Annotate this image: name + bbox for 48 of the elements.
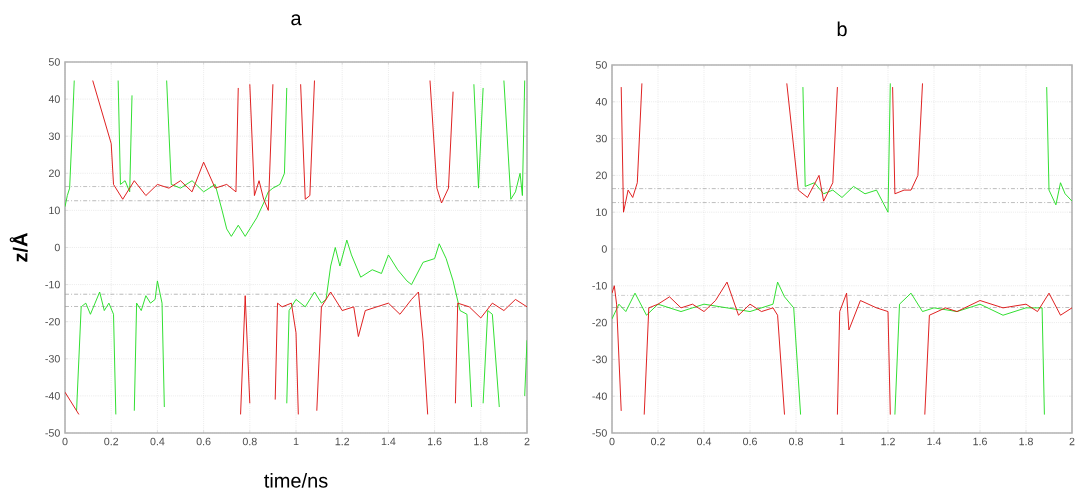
y-tick-label: 50 [48, 58, 60, 66]
x-tick-label: 0.8 [242, 437, 257, 446]
x-tick-label: 0.6 [196, 437, 211, 446]
y-axis-title: z/Å [9, 233, 28, 262]
x-tick-label: 0.4 [150, 437, 165, 446]
x-tick-label: 2 [524, 437, 530, 446]
x-tick-label: 1.4 [927, 437, 942, 446]
y-tick-label: -10 [592, 282, 607, 290]
y-tick-label: 20 [595, 171, 607, 180]
x-tick-label: 0.2 [104, 437, 119, 446]
chart-title: b [837, 21, 847, 37]
y-tick-label: 10 [596, 208, 607, 216]
x-tick-label: 1 [839, 437, 845, 446]
chart-title: a [291, 14, 302, 26]
y-tick-label: -50 [45, 429, 60, 437]
x-tick-label: 1.6 [973, 437, 987, 446]
y-tick-label: 0 [54, 243, 60, 252]
x-tick-label: 0 [62, 437, 68, 446]
x-tick-label: 1.8 [474, 437, 488, 446]
y-tick-label: -20 [45, 317, 60, 326]
x-tick-label: 0.8 [789, 437, 803, 446]
y-tick-label: -30 [45, 355, 60, 363]
y-tick-label: -50 [592, 429, 607, 437]
x-tick-label: 2 [1069, 437, 1075, 446]
y-tick-label: 20 [48, 169, 60, 178]
y-tick-label: 40 [595, 98, 607, 106]
x-tick-label: 1.2 [335, 437, 350, 446]
y-tick-label: -40 [45, 392, 60, 400]
y-tick-label: 0 [601, 245, 607, 253]
x-tick-label: 1.4 [381, 437, 396, 446]
y-tick-label: -30 [592, 355, 607, 364]
x-tick-label: 0.6 [743, 437, 757, 446]
x-tick-label: 0.2 [651, 437, 665, 446]
y-tick-label: 30 [595, 134, 607, 143]
y-tick-label: 40 [48, 95, 60, 103]
x-tick-label: 0.4 [697, 437, 712, 446]
x-tick-label: 1.8 [1019, 437, 1033, 446]
y-tick-label: -40 [592, 392, 607, 400]
x-tick-label: 0 [609, 437, 615, 446]
x-tick-label: 1.2 [881, 437, 895, 446]
x-tick-label: 1.6 [428, 437, 442, 446]
y-tick-label: -10 [45, 280, 60, 289]
y-tick-label: 50 [595, 61, 607, 69]
x-tick-label: 1 [293, 437, 299, 446]
y-tick-label: 30 [48, 132, 60, 140]
y-tick-label: -20 [592, 318, 607, 327]
y-tick-label: 10 [49, 206, 60, 215]
x-axis-title: time/ns [264, 473, 328, 488]
